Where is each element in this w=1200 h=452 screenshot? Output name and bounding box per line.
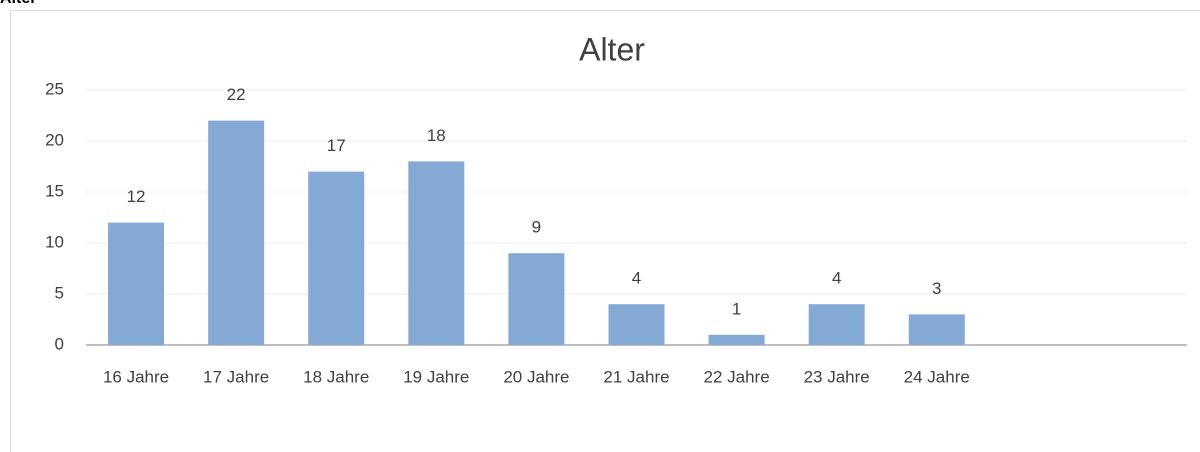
x-tick-label: 23 Jahre (804, 367, 870, 386)
bar (108, 222, 165, 345)
bar (908, 314, 965, 345)
data-label: 22 (227, 85, 246, 104)
chart-border (10, 10, 1200, 452)
data-label: 18 (427, 126, 446, 145)
x-tick-label: 19 Jahre (403, 367, 469, 386)
x-tick-label: 21 Jahre (603, 367, 669, 386)
bar (808, 304, 865, 345)
bar (508, 253, 565, 345)
y-tick-label: 10 (45, 232, 64, 251)
x-tick-label: 17 Jahre (203, 367, 269, 386)
bar (708, 334, 765, 345)
heading: Alter (0, 0, 36, 8)
y-tick-label: 0 (55, 334, 64, 353)
data-label: 17 (327, 136, 346, 155)
data-label: 9 (532, 218, 541, 237)
y-tick-label: 20 (45, 130, 64, 149)
y-tick-label: 15 (45, 181, 64, 200)
y-tick-label: 25 (45, 79, 64, 98)
data-label: 4 (832, 269, 841, 288)
x-tick-label: 24 Jahre (904, 367, 970, 386)
x-tick-label: 22 Jahre (704, 367, 770, 386)
y-tick-label: 5 (55, 283, 64, 302)
data-label: 4 (632, 269, 641, 288)
x-tick-label: 20 Jahre (503, 367, 569, 386)
x-tick-label: 18 Jahre (303, 367, 369, 386)
data-label: 3 (932, 279, 941, 298)
data-label: 12 (127, 187, 146, 206)
bar (608, 304, 665, 345)
bar (308, 171, 365, 345)
x-tick-label: 16 Jahre (103, 367, 169, 386)
bar (408, 161, 465, 345)
bar (208, 120, 265, 345)
chart-title: Alter (579, 31, 645, 67)
data-label: 1 (732, 299, 741, 318)
